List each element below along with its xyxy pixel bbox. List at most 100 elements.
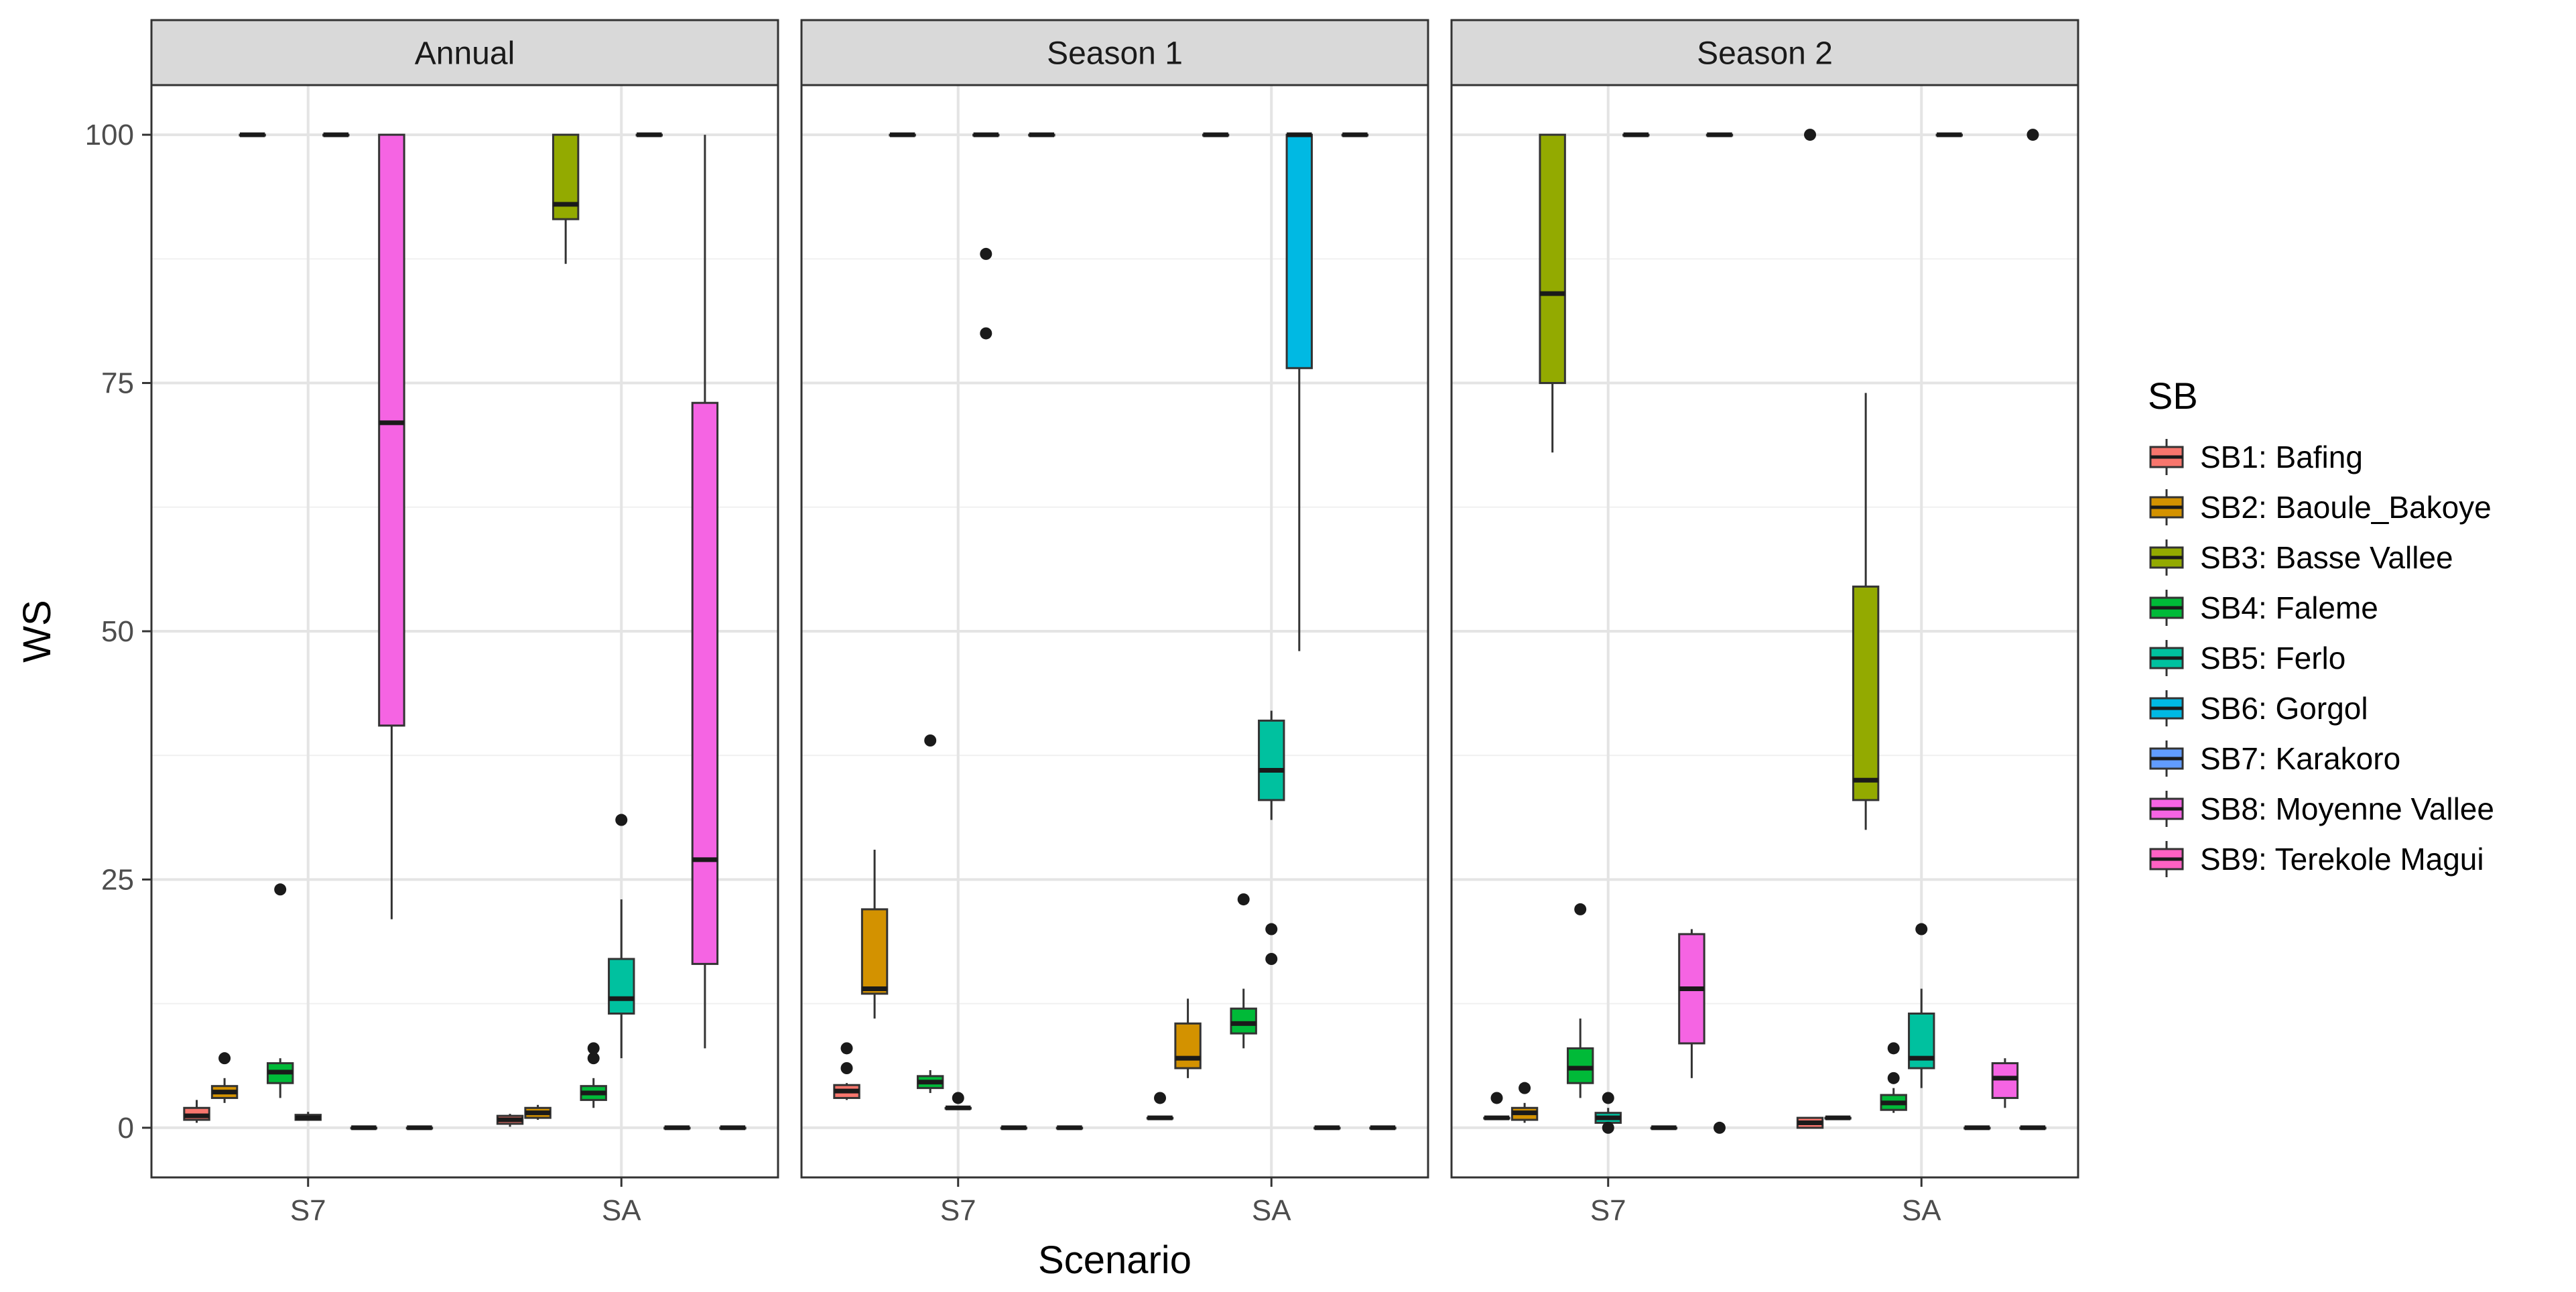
outlier-point (218, 1052, 231, 1065)
outlier-point (1490, 1092, 1503, 1104)
legend-item-SB1: SB1: Bafing (2149, 439, 2363, 475)
legend-item-SB5: SB5: Ferlo (2149, 640, 2345, 676)
outlier-point (615, 814, 628, 826)
box-sb4 (1566, 903, 1594, 1098)
box-sb1 (1796, 129, 1824, 1129)
box-body (1539, 133, 1566, 385)
outlier-point (1237, 893, 1250, 906)
box-sb2 (860, 850, 889, 1019)
outlier-point (1519, 1082, 1531, 1094)
outlier-point (587, 1052, 600, 1065)
facet-panel-2: Season 2 (1450, 19, 2079, 1179)
box-body (1230, 1007, 1257, 1035)
box-group-SA (1796, 129, 2047, 1130)
legend-item-SB8: SB8: Moyenne Vallee (2149, 791, 2494, 827)
legend-label: SB2: Baoule_Bakoye (2200, 490, 2492, 525)
y-axis-title: WS (15, 600, 59, 662)
outlier-point (1265, 953, 1278, 965)
x-tick-label: SA (602, 1194, 641, 1227)
box-group-S7 (183, 132, 434, 1130)
legend-label: SB3: Basse Vallee (2200, 540, 2453, 575)
box-group-SA (1146, 132, 1397, 1130)
outlier-point (1154, 1092, 1167, 1104)
facet-panel-0: Annual (150, 19, 779, 1179)
box-sb2 (210, 1052, 239, 1103)
y-tick-label: 75 (101, 367, 134, 400)
box-sb5 (944, 1092, 972, 1110)
box-sb5 (1258, 710, 1285, 965)
box-sb8 (1678, 929, 1705, 1078)
box-sb6 (972, 132, 1000, 340)
outlier-point (1915, 923, 1928, 935)
x-tick-label: SA (1252, 1194, 1291, 1227)
box-body (1566, 1047, 1594, 1084)
box-sb8 (378, 133, 405, 919)
outlier-point (274, 883, 287, 896)
legend-title: SB (2148, 375, 2198, 417)
box-sb1 (496, 1114, 524, 1127)
box-sb5 (1594, 1092, 1622, 1134)
x-tick-label: SA (1902, 1194, 1941, 1227)
legend-label: SB4: Faleme (2200, 590, 2378, 625)
box-sb8 (691, 135, 719, 1049)
box-sb3 (1852, 393, 1880, 830)
box-sb4 (916, 734, 944, 1094)
facet-panel-1: Season 1 (800, 19, 1429, 1179)
facet-strip (1450, 19, 2079, 86)
box-sb4 (266, 883, 294, 1098)
x-tick-label: S7 (290, 1194, 326, 1227)
box-group-S7 (833, 132, 1084, 1130)
box-sb1 (1146, 1092, 1174, 1120)
legend-item-SB4: SB4: Faleme (2149, 590, 2378, 626)
panels-layer: Annual Season 1 Season 2 (150, 19, 2079, 1179)
legend-label: SB7: Karakoro (2200, 741, 2400, 776)
box-sb2 (524, 1104, 552, 1120)
outlier-point (1713, 1121, 1726, 1134)
outlier-point (1265, 923, 1278, 935)
box-sb5 (294, 1112, 322, 1121)
legend-label: SB1: Bafing (2200, 440, 2363, 474)
box-sb4 (580, 1042, 607, 1108)
legend-label: SB9: Terekole Magui (2200, 842, 2484, 877)
legend-label: SB6: Gorgol (2200, 691, 2368, 726)
outlier-point (952, 1092, 964, 1104)
legend-item-SB9: SB9: Terekole Magui (2149, 841, 2484, 877)
box-body (1285, 133, 1313, 369)
box-sb3 (552, 133, 580, 264)
box-sb5 (608, 814, 635, 1059)
outlier-point (1602, 1121, 1614, 1134)
box-group-SA (496, 132, 747, 1130)
box-sb2 (1510, 1082, 1539, 1123)
y-tick-label: 0 (118, 1112, 134, 1145)
outlier-point (924, 734, 937, 747)
outlier-point (1574, 903, 1587, 915)
box-sb2 (1174, 998, 1202, 1078)
y-tick-label: 100 (85, 119, 134, 151)
box-body (1258, 719, 1285, 801)
box-sb3 (1539, 133, 1566, 453)
box-sb1 (1483, 1092, 1510, 1120)
legend-label: SB8: Moyenne Vallee (2200, 791, 2494, 826)
outlier-point (2026, 129, 2039, 141)
outlier-point (840, 1062, 853, 1074)
outlier-point (980, 247, 992, 260)
axes-layer: S7 SA S7 SA S7 SA 0 25 50 75 100 Scenario WS (15, 119, 1941, 1282)
outlier-point (1887, 1072, 1900, 1084)
box-sb1 (183, 1100, 210, 1123)
y-tick-label: 50 (101, 615, 134, 648)
outlier-point (1602, 1092, 1614, 1104)
box-sb9 (1705, 132, 1734, 1134)
outlier-point (840, 1042, 853, 1055)
legend-item-SB2: SB2: Baoule_Bakoye (2149, 489, 2492, 525)
y-tick-label: 25 (101, 863, 134, 896)
box-body (1991, 1062, 2019, 1099)
box-group-S7 (1483, 132, 1734, 1134)
outlier-point (1804, 129, 1817, 141)
facet-strip-label: Season 2 (1697, 36, 1833, 72)
box-sb5 (1908, 923, 1935, 1088)
outlier-point (980, 327, 992, 340)
legend-item-SB3: SB3: Basse Vallee (2149, 539, 2453, 576)
box-body (1174, 1022, 1202, 1070)
box-sb1 (833, 1042, 860, 1100)
